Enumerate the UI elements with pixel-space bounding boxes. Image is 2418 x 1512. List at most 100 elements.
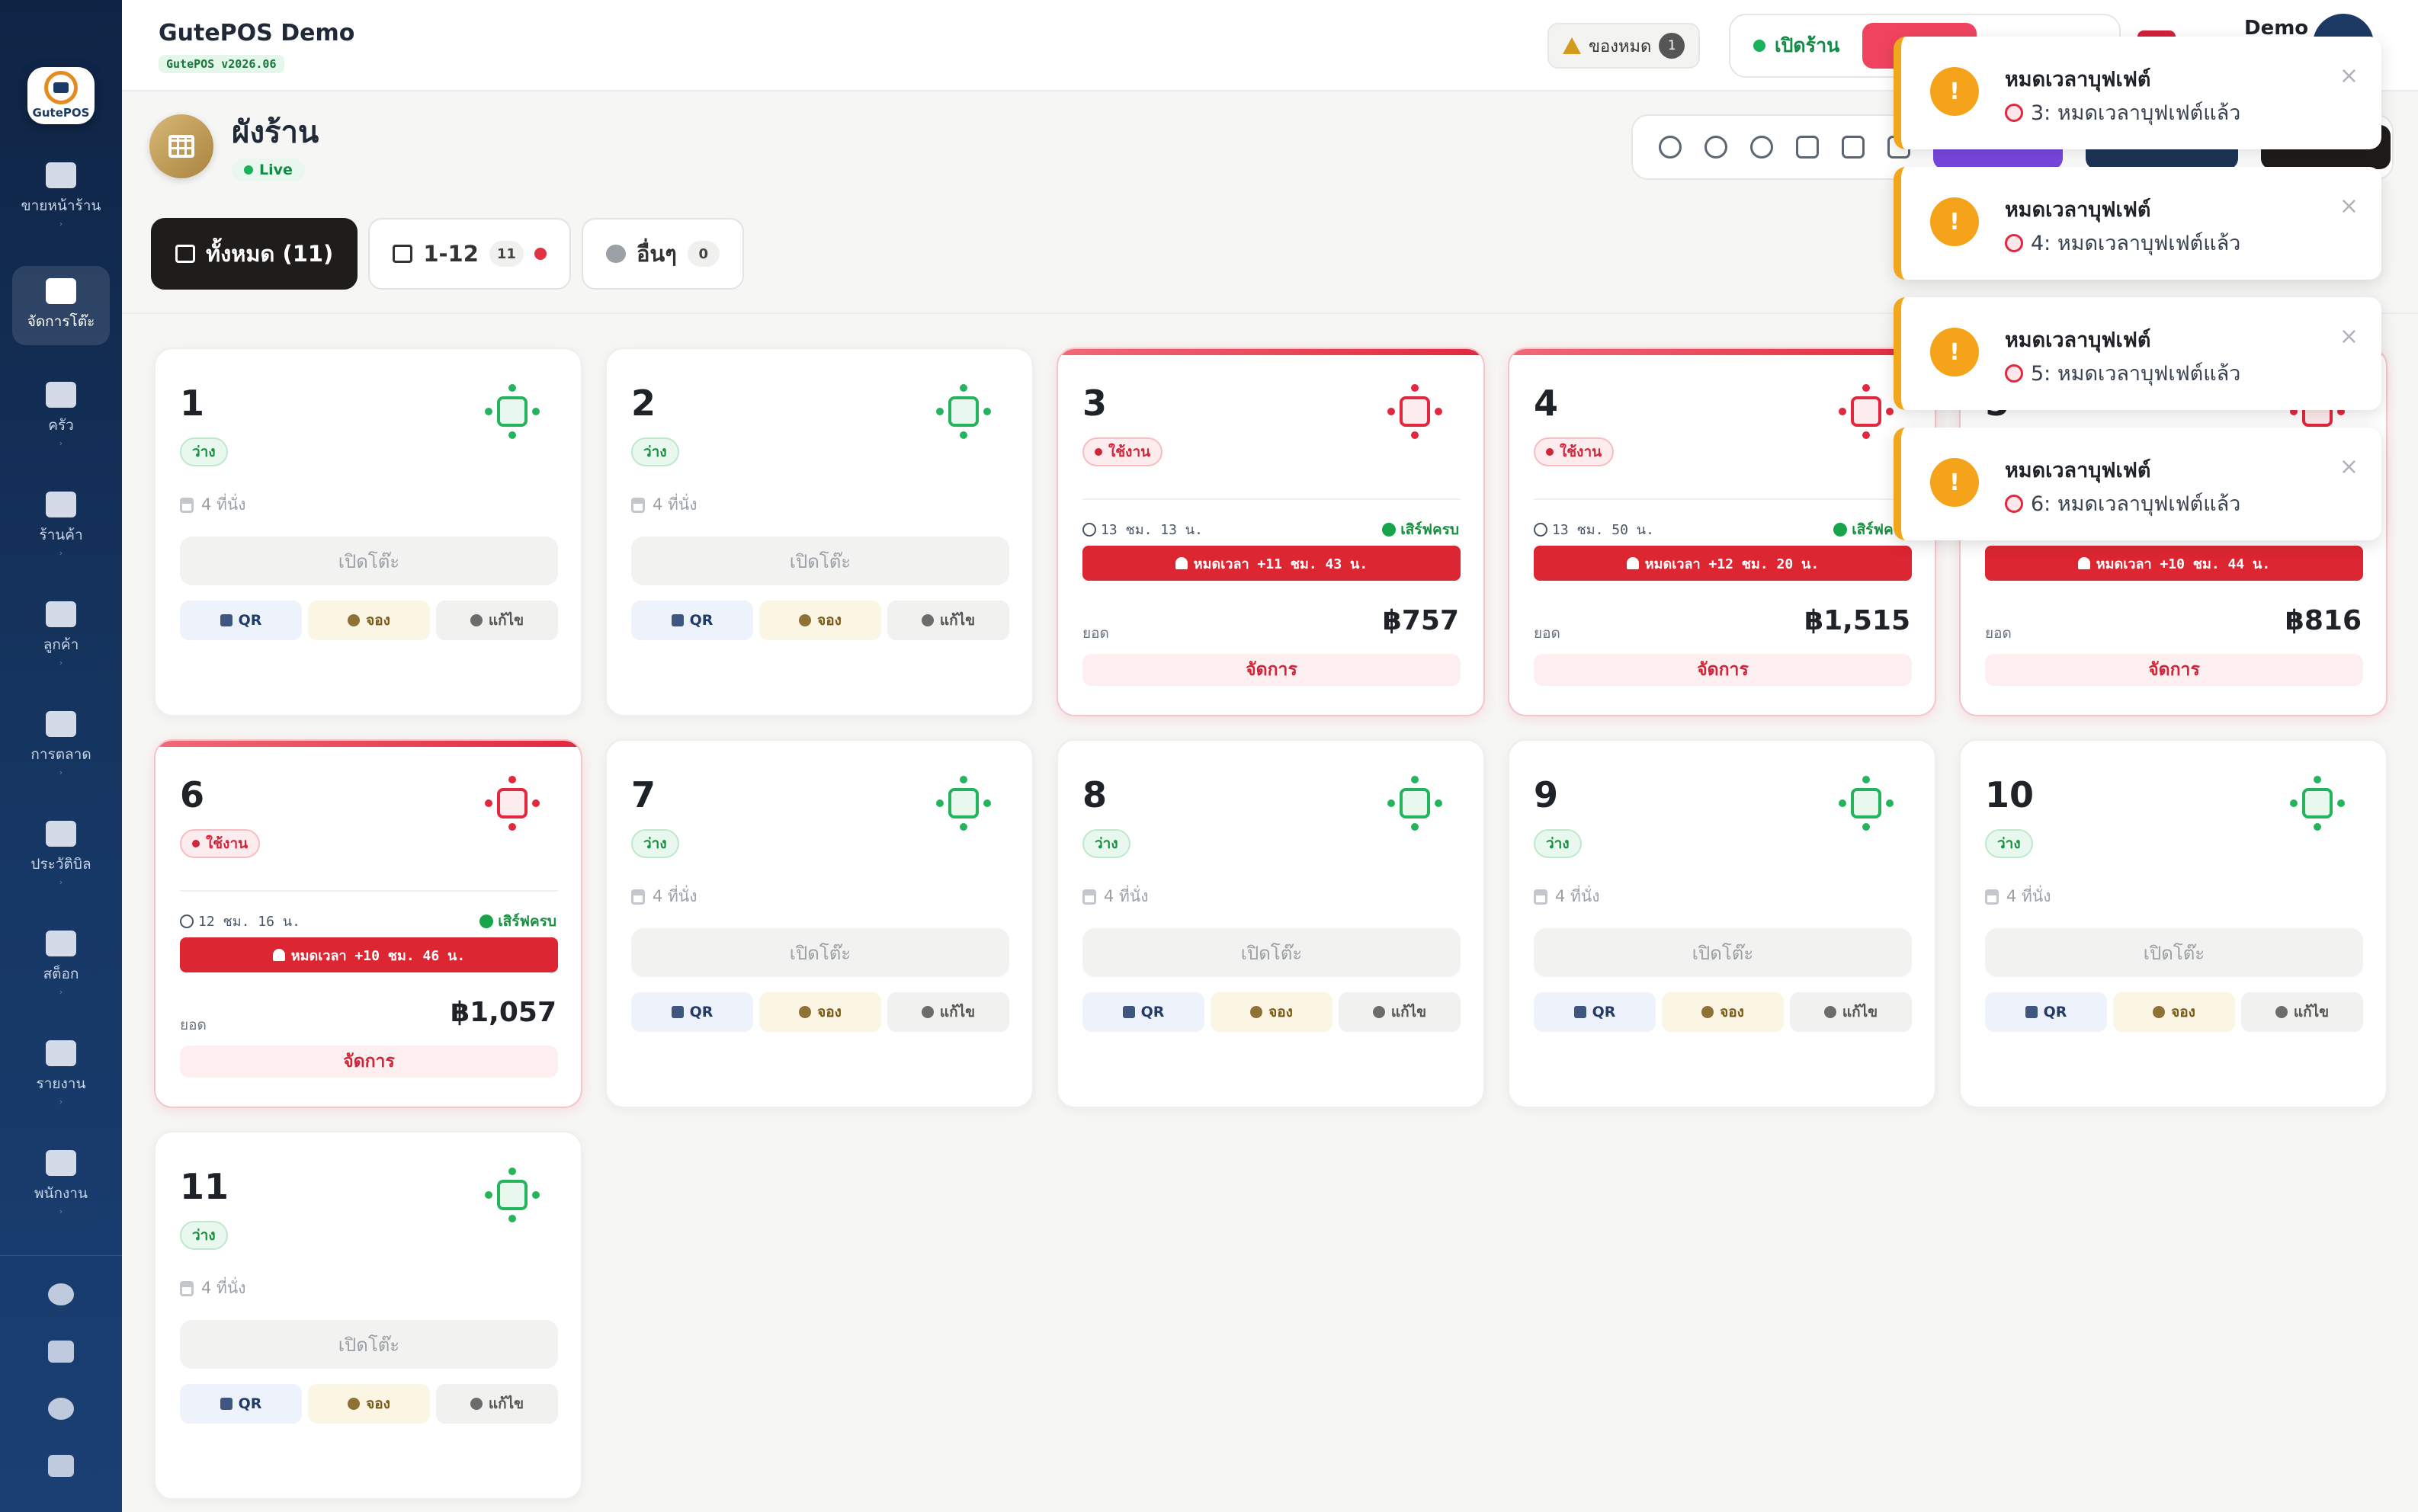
settings-icon[interactable] [1750,136,1773,159]
logout-icon[interactable] [48,1455,74,1478]
table-icon [1384,773,1445,834]
tab-0[interactable]: ทั้งหมด (11) [151,218,358,290]
qr-button[interactable]: QR [1985,992,2107,1032]
table-number: 4 [1534,383,1559,424]
page-header: ผังร้าน Live [149,114,319,181]
toast-title: หมดเวลาบุฟเฟต์ [2005,328,2151,352]
sidebar-item-9[interactable]: พนักงาน › [12,1144,110,1223]
table-card-4[interactable]: 4 ใช้งาน 13 ชม. 50 น. เสิร์ฟครบ หมดเวลา +12 … [1508,348,1936,716]
manage-button[interactable]: จัดการ [1082,654,1461,686]
book-button[interactable]: จอง [308,1384,430,1424]
table-card-8[interactable]: 8 ว่าง 4 ที่นั่ง เปิดโต๊ะ QR จอง แก้ไข [1057,739,1485,1108]
refresh-icon[interactable] [1659,136,1682,159]
open-table-button[interactable]: เปิดโต๊ะ [1534,928,1912,977]
grid-icon [175,245,195,263]
book-button[interactable]: จอง [1211,992,1332,1032]
manage-button[interactable]: จัดการ [1985,654,2363,686]
manage-button[interactable]: จัดการ [1534,654,1912,686]
book-button[interactable]: จอง [308,601,430,640]
open-table-button[interactable]: เปิดโต๊ะ [631,928,1009,977]
edit-button[interactable]: แก้ไข [436,601,558,640]
sidebar-item-8[interactable]: รายงาน › [12,1034,110,1113]
table-icon [1836,381,1897,442]
history-icon[interactable] [1704,136,1727,159]
clock-icon [180,914,194,928]
book-icon[interactable] [48,1341,74,1363]
sidebar-item-6[interactable]: ประวัติบิล › [12,815,110,894]
book-button[interactable]: จอง [759,601,881,640]
logo-mark-icon [44,71,78,105]
sidebar-item-7[interactable]: สต็อก › [12,924,110,1004]
sidebar-item-3[interactable]: ร้านค้า › [12,485,110,565]
chef-icon [46,382,76,408]
table-icon [482,381,543,442]
sidebar-item-0[interactable]: ขายหน้าร้าน › [12,156,110,235]
table-card-6[interactable]: 6 ใช้งาน 12 ชม. 16 น. เสิร์ฟครบ หมดเวลา +10 … [154,739,582,1108]
table-card-10[interactable]: 10 ว่าง 4 ที่นั่ง เปิดโต๊ะ QR จอง แก้ไข [1959,739,2388,1108]
status-badge: ว่าง [1534,829,1582,858]
busy-dot-icon [1546,448,1554,456]
edit-button[interactable]: แก้ไข [436,1384,558,1424]
close-icon[interactable]: × [2339,453,2359,480]
book-button[interactable]: จอง [1662,992,1784,1032]
app-logo[interactable]: GutePOS [27,67,95,124]
close-icon[interactable]: × [2339,323,2359,350]
sync-icon[interactable] [48,1398,74,1421]
overtime-alert: หมดเวลา +12 ชม. 20 น. [1534,546,1912,581]
sofa-icon [46,277,76,304]
edit-button[interactable]: แก้ไข [1790,992,1912,1032]
tab-2[interactable]: อื่นๆ 0 [581,218,744,290]
sidebar-item-4[interactable]: ลูกค้า › [12,595,110,674]
map-icon[interactable] [1842,136,1865,159]
manage-button[interactable]: จัดการ [180,1046,558,1078]
edit-button[interactable]: แก้ไข [887,992,1009,1032]
warehouse-icon [46,931,76,957]
crop-icon[interactable] [1796,136,1819,159]
alarm-clock-icon [2005,103,2023,122]
sidebar-item-5[interactable]: การตลาด › [12,705,110,784]
edit-button[interactable]: แก้ไข [2241,992,2363,1032]
total-amount: ฿816 [2285,605,2362,636]
elapsed-time: 13 ชม. 13 น. [1082,518,1203,540]
open-table-button[interactable]: เปิดโต๊ะ [1985,928,2363,977]
qr-button[interactable]: QR [180,1384,302,1424]
chair-icon [631,889,645,905]
status-badge: ว่าง [1082,829,1130,858]
table-card-11[interactable]: 11 ว่าง 4 ที่นั่ง เปิดโต๊ะ QR จอง แก้ไข [154,1131,582,1500]
sidebar-item-2[interactable]: ครัว › [12,376,110,455]
open-table-button[interactable]: เปิดโต๊ะ [180,1320,558,1369]
table-icon [482,1164,543,1225]
table-number: 10 [1985,774,2035,815]
table-card-3[interactable]: 3 ใช้งาน 13 ชม. 13 น. เสิร์ฟครบ หมดเวลา +11 … [1057,348,1485,716]
tab-1[interactable]: 1-12 11 [368,218,571,290]
book-button[interactable]: จอง [759,992,881,1032]
close-icon[interactable]: × [2339,62,2359,89]
close-icon[interactable]: × [2339,193,2359,219]
book-button[interactable]: จอง [2113,992,2235,1032]
toast-title: หมดเวลาบุฟเฟต์ [2005,198,2151,222]
stock-out-button[interactable]: ของหมด 1 [1547,23,1701,69]
qr-button[interactable]: QR [1534,992,1656,1032]
served-status: เสิร์ฟครบ [1382,518,1459,541]
qr-button[interactable]: QR [1082,992,1204,1032]
edit-button[interactable]: แก้ไข [887,601,1009,640]
qr-button[interactable]: QR [180,601,302,640]
seat-count: 4 ที่นั่ง [180,1276,246,1301]
sidebar-item-label: พนักงาน [34,1185,88,1203]
table-card-1[interactable]: 1 ว่าง 4 ที่นั่ง เปิดโต๊ะ QR จอง แก้ไข [154,348,582,716]
table-card-9[interactable]: 9 ว่าง 4 ที่นั่ง เปิดโต๊ะ QR จอง แก้ไข [1508,739,1936,1108]
page-title: ผังร้าน [232,115,319,150]
clock-icon [348,614,361,626]
table-card-7[interactable]: 7 ว่าง 4 ที่นั่ง เปิดโต๊ะ QR จอง แก้ไข [605,739,1034,1108]
open-table-button[interactable]: เปิดโต๊ะ [631,537,1009,585]
open-table-button[interactable]: เปิดโต๊ะ [180,537,558,585]
qr-button[interactable]: QR [631,601,753,640]
plus-circle-icon[interactable] [48,1283,74,1306]
sidebar-item-1[interactable]: จัดการโต๊ะ [12,265,110,345]
seat-count: 4 ที่นั่ง [631,884,698,909]
edit-button[interactable]: แก้ไข [1339,992,1461,1032]
open-table-button[interactable]: เปิดโต๊ะ [1082,928,1461,977]
table-card-2[interactable]: 2 ว่าง 4 ที่นั่ง เปิดโต๊ะ QR จอง แก้ไข [605,348,1034,716]
clock-icon [1082,522,1096,537]
qr-button[interactable]: QR [631,992,753,1032]
